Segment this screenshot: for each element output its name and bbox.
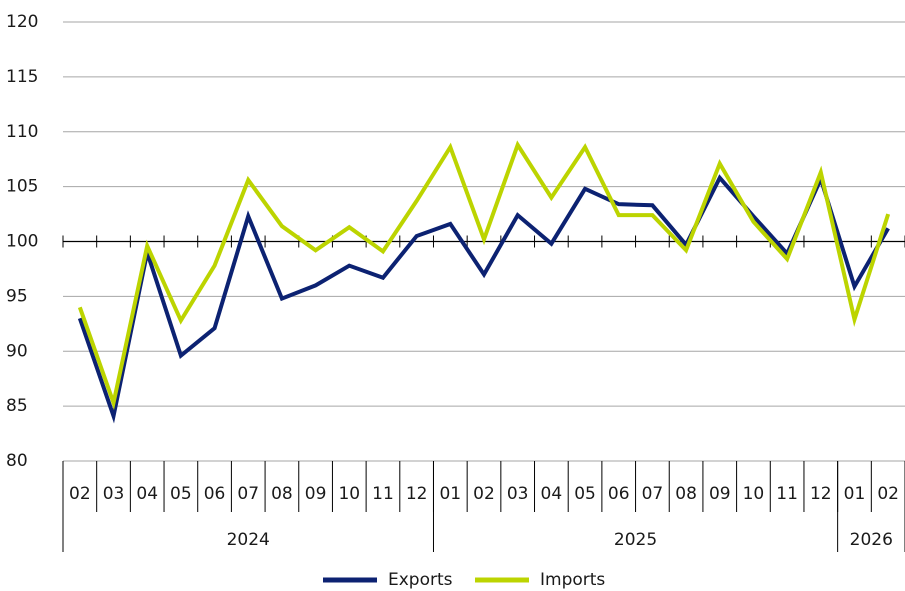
x-tick-label: 09 [709, 484, 731, 504]
x-tick-label: 02 [473, 484, 495, 504]
x-tick-label: 05 [574, 484, 596, 504]
series-line [77, 173, 890, 424]
x-tick-label: 01 [844, 484, 866, 504]
x-tick-label: 08 [675, 484, 697, 504]
legend-label: Exports [388, 570, 453, 590]
year-label: 2025 [614, 530, 657, 550]
y-tick-label: 120 [6, 12, 38, 32]
y-tick-label: 85 [6, 396, 28, 416]
y-tick-label: 80 [6, 451, 28, 471]
x-tick-label: 05 [170, 484, 192, 504]
y-tick-label: 100 [6, 232, 38, 252]
year-label: 2024 [227, 530, 270, 550]
x-tick-label: 12 [810, 484, 832, 504]
x-tick-label: 02 [69, 484, 91, 504]
y-tick-label: 105 [6, 177, 38, 197]
x-tick-label: 08 [271, 484, 293, 504]
x-tick-label: 10 [743, 484, 765, 504]
legend-label: Imports [540, 570, 605, 590]
x-tick-label: 04 [136, 484, 158, 504]
year-label: 2026 [850, 530, 893, 550]
y-tick-label: 110 [6, 122, 38, 142]
x-tick-label: 11 [776, 484, 798, 504]
x-tick-label: 06 [204, 484, 226, 504]
x-tick-label: 02 [877, 484, 899, 504]
x-tick-label: 03 [103, 484, 125, 504]
x-tick-label: 11 [372, 484, 394, 504]
x-tick-label: 12 [406, 484, 428, 504]
x-tick-label: 07 [642, 484, 664, 504]
x-tick-label: 06 [608, 484, 630, 504]
x-tick-label: 09 [305, 484, 327, 504]
x-tick-label: 07 [237, 484, 259, 504]
x-tick-label: 10 [338, 484, 360, 504]
x-tick-label: 04 [541, 484, 563, 504]
y-tick-label: 90 [6, 341, 28, 361]
x-tick-label: 03 [507, 484, 529, 504]
y-tick-label: 95 [6, 286, 28, 306]
y-tick-label: 115 [6, 67, 38, 87]
x-tick-label: 01 [439, 484, 461, 504]
series-line [77, 140, 891, 411]
